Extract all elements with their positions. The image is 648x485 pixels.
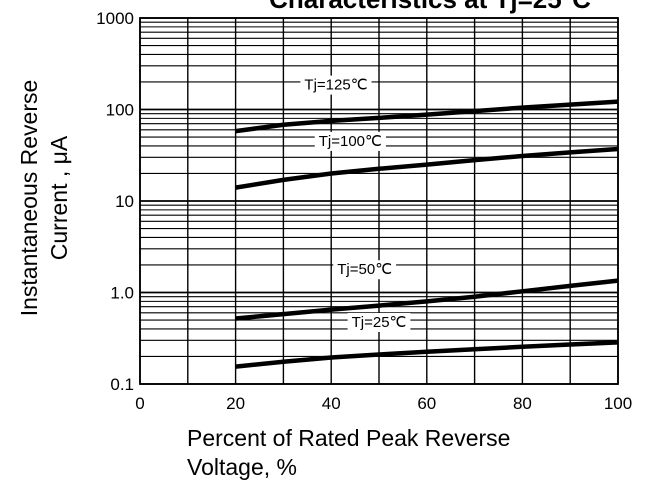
series-label-background: [333, 260, 397, 280]
x-tick-label: 20: [226, 394, 245, 413]
series-label-3: Tj=50℃: [333, 260, 397, 280]
x-tick-labels: 0 20 40 60 80 100: [135, 394, 632, 413]
series-line-4: [235, 340, 619, 369]
series-label-background: [300, 75, 372, 95]
series-lines: [235, 99, 619, 369]
series-labels: Tj=125℃ Tj=100℃ Tj=50℃ Tj=25℃: [300, 75, 411, 332]
y-axis-title-line-2: Current , μA: [46, 135, 72, 260]
x-tick-label: 0: [135, 394, 144, 413]
y-tick-label: 100: [106, 101, 134, 120]
series-label-text: Tj=100℃: [319, 133, 382, 150]
chart-title: Characteristics at Tj=25°C: [269, 0, 591, 14]
series-line-1: [235, 99, 619, 134]
series-label-text: Tj=125℃: [304, 77, 367, 94]
y-axis-title-line-1: Instantaneous Reverse: [16, 80, 42, 317]
y-tick-label: 0.1: [110, 375, 134, 394]
series-label-background: [347, 312, 411, 332]
x-axis-title-line-1: Percent of Rated Peak Reverse: [187, 425, 510, 451]
x-tick-label: 40: [322, 394, 341, 413]
x-tick-label: 60: [417, 394, 436, 413]
series-line-2: [235, 146, 619, 190]
series-label-1: Tj=125℃: [300, 75, 372, 95]
y-tick-label: 10: [115, 192, 134, 211]
y-tick-label: 1.0: [110, 284, 134, 303]
x-tick-label: 80: [513, 394, 532, 413]
series-line-3: [235, 278, 619, 321]
x-axis-title-line-2: Voltage, %: [187, 454, 297, 480]
series-label-2: Tj=100℃: [314, 131, 386, 151]
plot-frame: [139, 17, 619, 385]
series-label-text: Tj=50℃: [337, 261, 392, 278]
series-label-text: Tj=25℃: [352, 314, 407, 331]
y-tick-label: 1000: [96, 9, 134, 28]
series-label-4: Tj=25℃: [347, 312, 411, 332]
y-tick-labels: 0.1 1.0 10 100 1000: [96, 9, 134, 394]
series-label-background: [314, 131, 386, 151]
x-tick-label: 100: [604, 394, 632, 413]
